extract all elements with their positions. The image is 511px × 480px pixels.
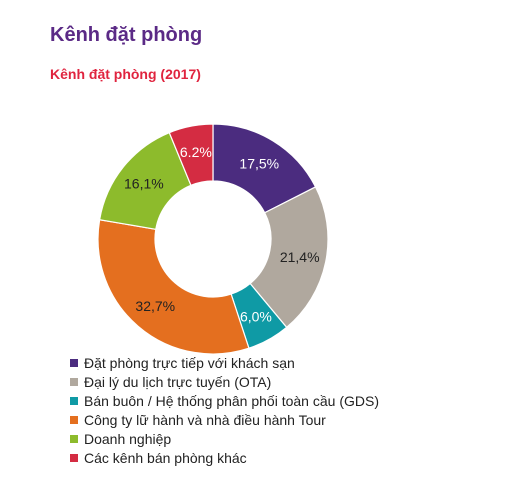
slice-label-4: 16,1% xyxy=(124,176,164,192)
legend-label: Công ty lữ hành và nhà điều hành Tour xyxy=(84,411,326,428)
slice-label-5: 6.2% xyxy=(180,144,212,160)
legend-swatch xyxy=(70,453,78,462)
legend-label: Đặt phòng trực tiếp với khách sạn xyxy=(84,354,295,371)
legend-item: Các kênh bán phòng khác xyxy=(70,448,379,467)
legend-label: Doanh nghiệp xyxy=(84,430,172,447)
chart-title: Kênh đặt phòng (2017) xyxy=(50,66,201,82)
legend-swatch xyxy=(70,377,78,386)
legend-label: Bán buôn / Hệ thống phân phối toàn cầu (… xyxy=(84,392,379,409)
chart-legend: Đặt phòng trực tiếp với khách sạn Đại lý … xyxy=(70,353,379,467)
legend-item: Đặt phòng trực tiếp với khách sạn xyxy=(70,353,379,372)
slice-1 xyxy=(249,186,329,329)
donut-chart: 17,5% 21,4% 6,0% 32,7% 16,1% 6.2% xyxy=(97,123,329,355)
slice-5 xyxy=(168,123,214,187)
legend-item: Bán buôn / Hệ thống phân phối toàn cầu (… xyxy=(70,391,379,410)
legend-swatch xyxy=(70,415,78,424)
legend-item: Công ty lữ hành và nhà điều hành Tour xyxy=(70,410,379,429)
legend-swatch xyxy=(70,396,78,405)
page-title: Kênh đặt phòng xyxy=(50,24,203,46)
legend-swatch xyxy=(70,434,78,443)
slice-label-1: 21,4% xyxy=(280,249,320,265)
legend-label: Đại lý du lịch trực tuyến (OTA) xyxy=(84,373,272,390)
legend-item: Doanh nghiệp xyxy=(70,429,379,448)
slice-label-3: 32,7% xyxy=(135,298,175,314)
legend-item: Đại lý du lịch trực tuyến (OTA) xyxy=(70,372,379,391)
slice-label-2: 6,0% xyxy=(240,308,272,324)
legend-label: Các kênh bán phòng khác xyxy=(84,449,247,466)
slice-label-0: 17,5% xyxy=(239,156,279,172)
slice-3 xyxy=(97,219,250,355)
legend-swatch xyxy=(70,358,78,367)
